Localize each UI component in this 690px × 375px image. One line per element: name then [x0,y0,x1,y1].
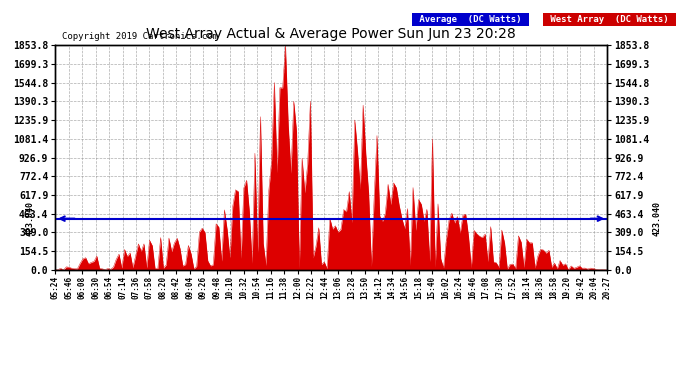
Text: Copyright 2019 Cartronics.com: Copyright 2019 Cartronics.com [62,32,218,41]
Title: West Array Actual & Average Power Sun Jun 23 20:28: West Array Actual & Average Power Sun Ju… [146,27,516,41]
Text: 423.040: 423.040 [652,201,662,236]
Text: 423.040: 423.040 [26,201,34,236]
Text: Average  (DC Watts): Average (DC Watts) [414,15,527,24]
Text: West Array  (DC Watts): West Array (DC Watts) [545,15,674,24]
